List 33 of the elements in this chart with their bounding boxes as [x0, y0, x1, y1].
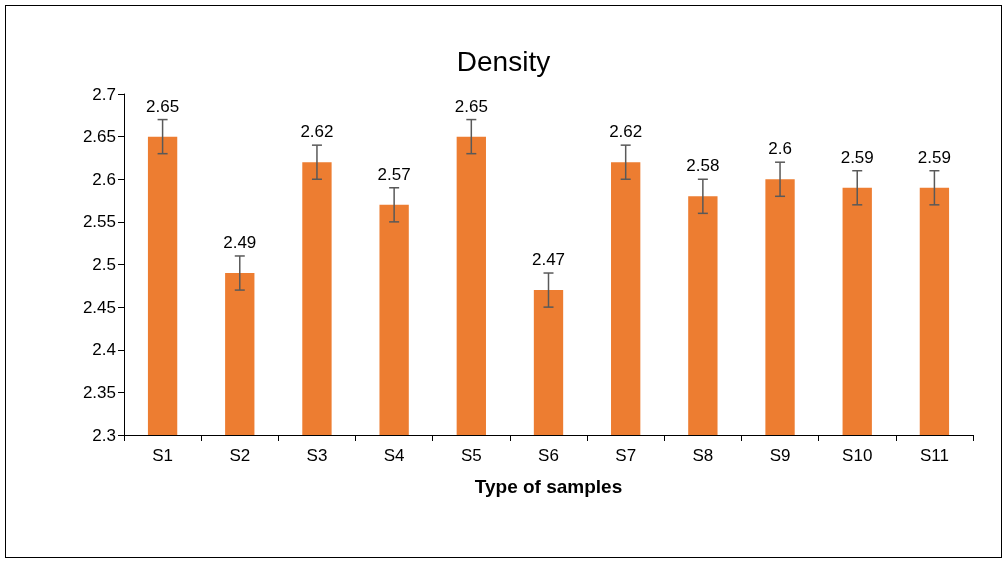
data-label: 2.6	[768, 139, 792, 159]
data-label: 2.47	[531, 250, 566, 270]
data-label: 2.57	[377, 164, 411, 184]
data-label: 2.65	[146, 96, 180, 116]
x-tick-label: S9	[769, 446, 791, 465]
x-tick-label: S11	[919, 446, 949, 465]
y-tick-label: 2.65	[82, 127, 116, 147]
x-tick-label: S7	[615, 446, 637, 465]
data-label: 2.58	[686, 156, 720, 176]
y-tick-label: 2.3	[92, 425, 116, 445]
x-tick-label: S10	[842, 446, 873, 465]
y-tick-label: 2.55	[82, 212, 116, 232]
x-tick-label: S3	[306, 446, 328, 465]
y-tick-label: 2.5	[92, 255, 116, 274]
x-tick-label: S6	[538, 446, 559, 465]
x-tick-label: S4	[383, 446, 405, 465]
data-label: 2.49	[223, 233, 257, 253]
chart-title: Density	[456, 45, 551, 77]
x-tick-label: S5	[460, 446, 482, 465]
y-tick-label: 2.35	[82, 382, 116, 402]
y-tick-label: 2.6	[92, 169, 116, 189]
data-label: 2.65	[454, 96, 488, 116]
x-axis-title: Type of samples	[474, 476, 623, 497]
data-label: 2.62	[300, 122, 334, 142]
data-label: 2.62	[609, 122, 643, 142]
x-tick-label: S2	[229, 446, 251, 465]
data-label: 2.59	[840, 147, 874, 167]
y-tick-label: 2.4	[92, 340, 116, 360]
x-tick-label: S1	[152, 446, 173, 465]
data-label: 2.59	[917, 147, 951, 167]
x-tick-label: S8	[692, 446, 714, 465]
y-tick-label: 2.45	[82, 297, 116, 317]
y-tick-label: 2.7	[92, 84, 116, 104]
